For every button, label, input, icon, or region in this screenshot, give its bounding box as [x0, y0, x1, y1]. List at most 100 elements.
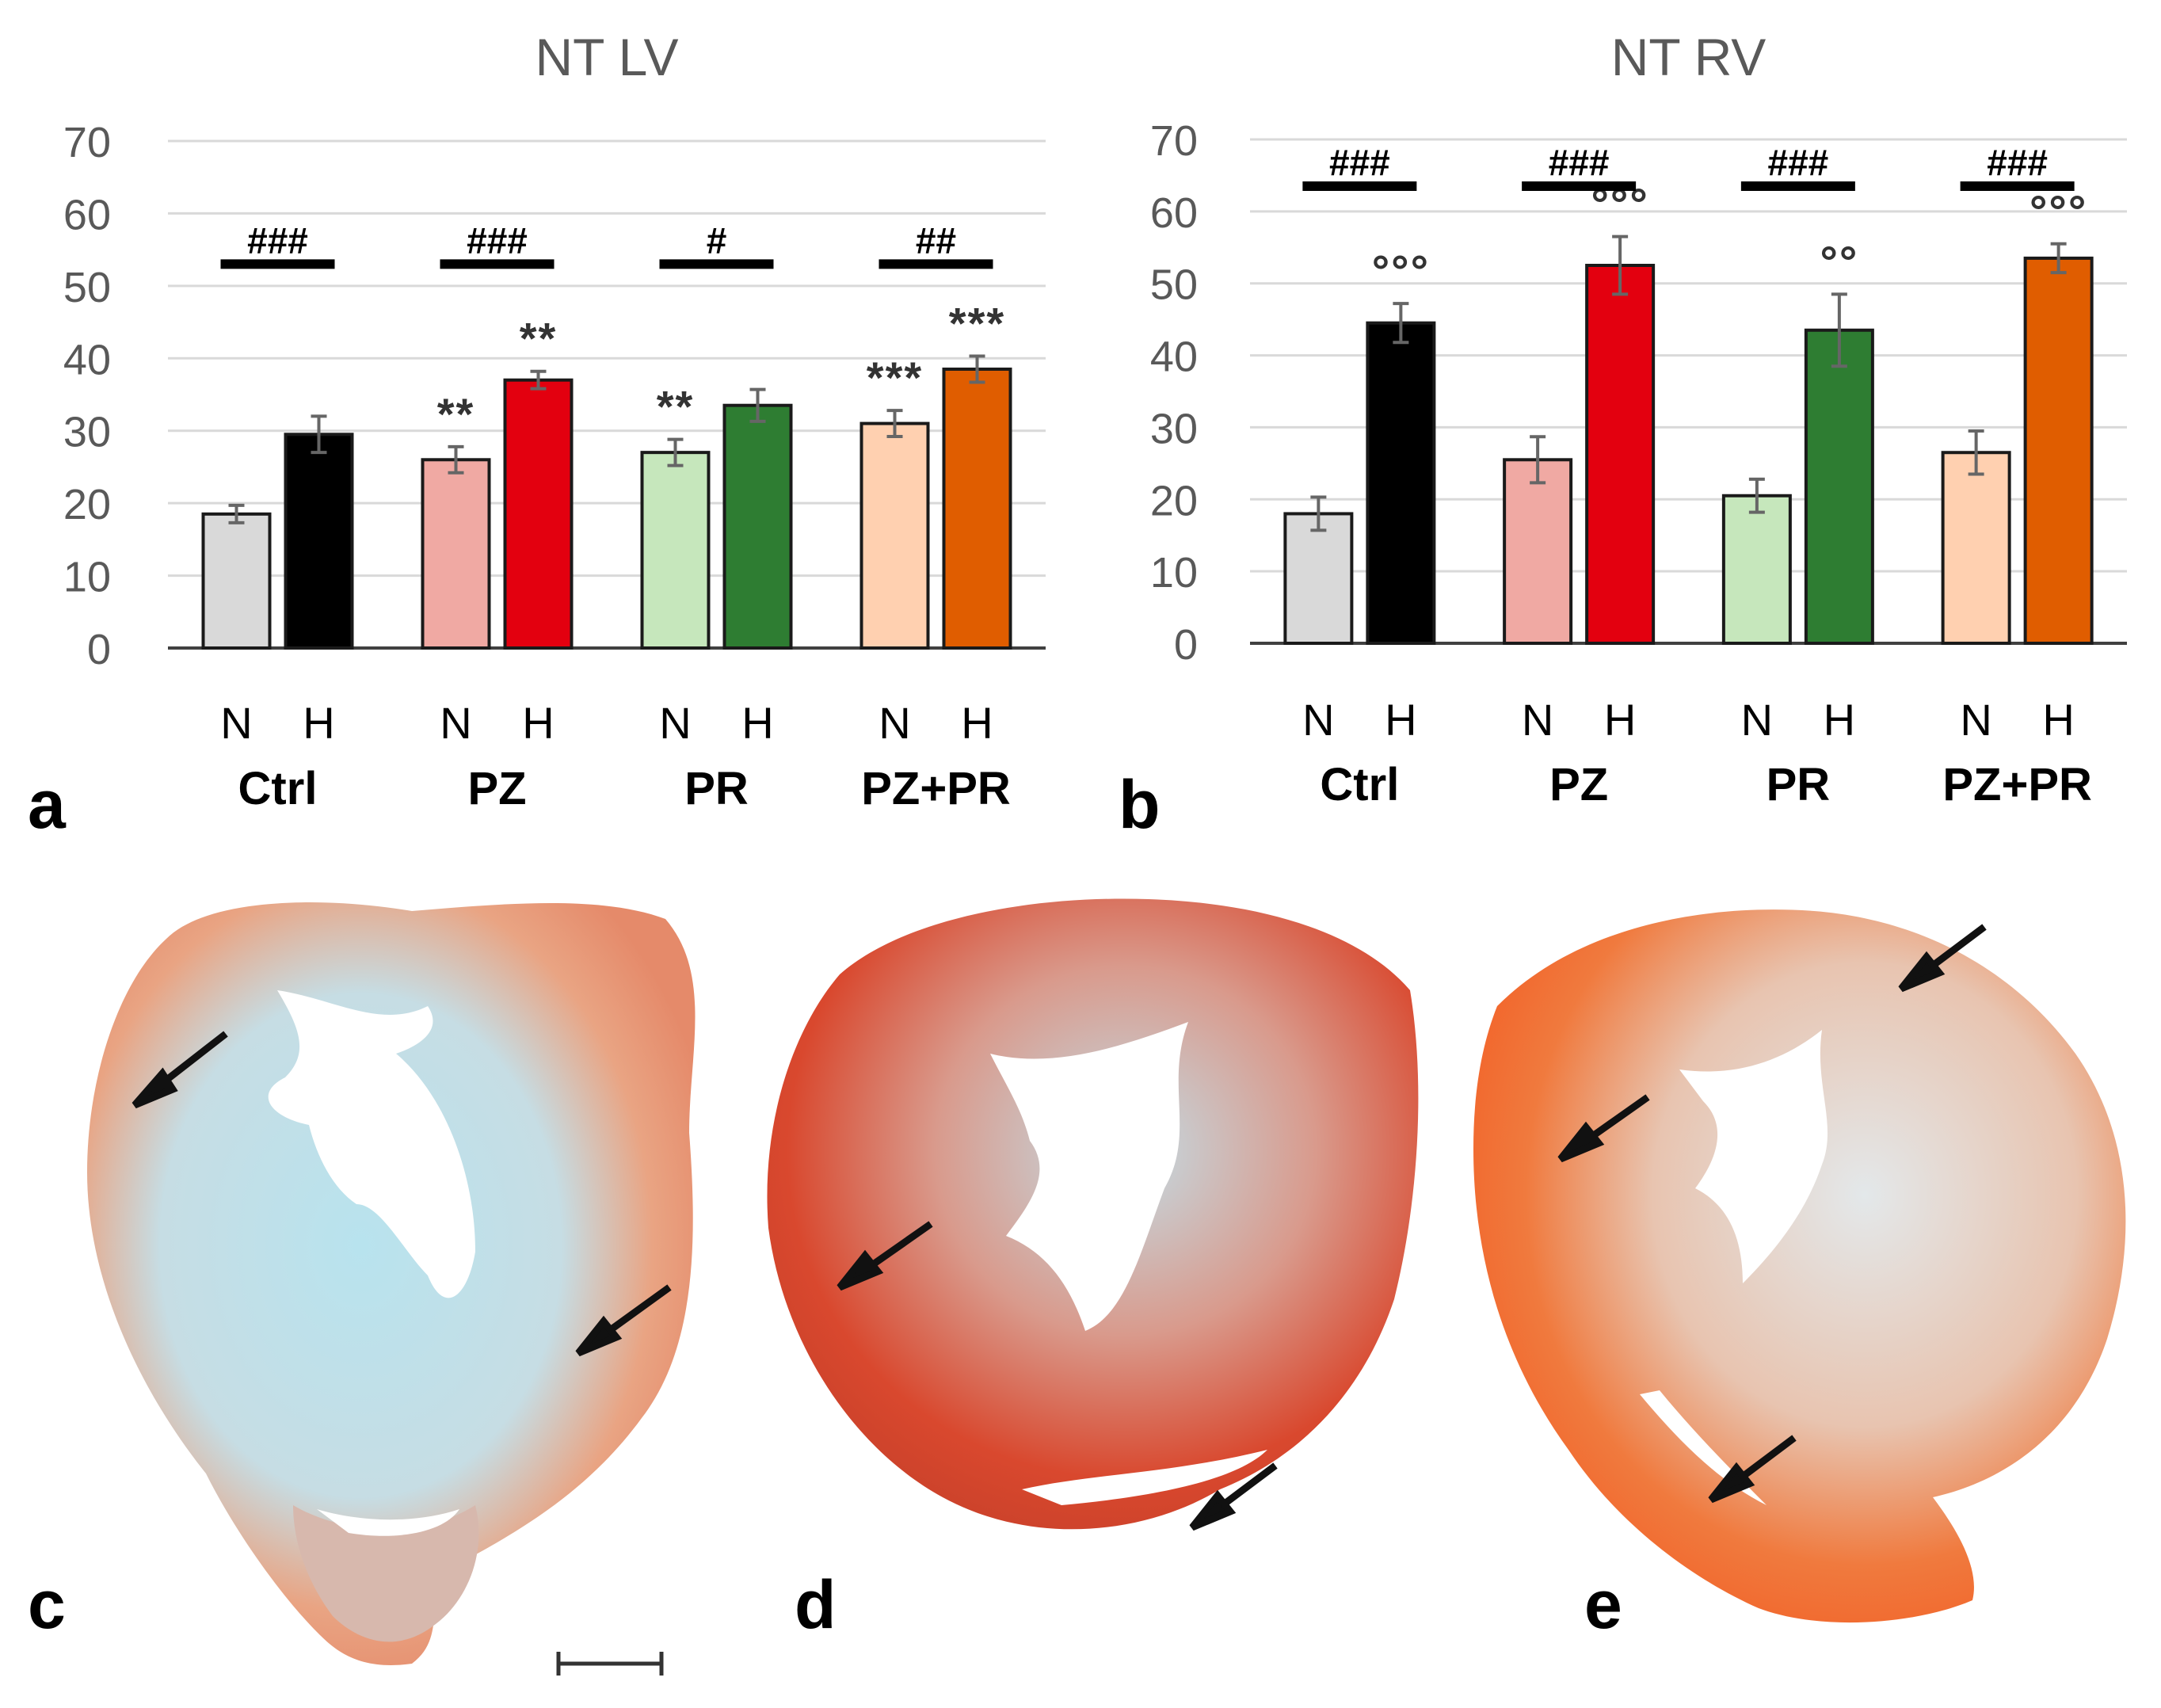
y-tick-label: 50	[1150, 261, 1198, 309]
y-tick-label: 60	[1150, 189, 1198, 237]
bar-letter-label: N	[440, 698, 471, 748]
bar	[421, 458, 491, 650]
bar-letter-label: H	[1604, 695, 1636, 745]
bar	[942, 368, 1012, 650]
y-tick-label: 30	[63, 409, 111, 456]
arrow-c-2	[575, 1284, 672, 1357]
bar-letter-label: H	[2042, 695, 2074, 745]
significance-hash: ###	[247, 219, 308, 261]
bar-letter-label: N	[659, 698, 691, 748]
arrow-e-1	[1898, 924, 1987, 993]
significance-hash: ###	[1768, 142, 1829, 183]
bar-letter-label: N	[879, 698, 910, 748]
y-tick-label: 40	[1150, 334, 1198, 381]
significance-mark: °°°	[1372, 246, 1430, 295]
bar-letter-label: H	[1385, 695, 1416, 745]
bar	[1366, 321, 1436, 645]
tissue-fragment-c	[293, 1505, 479, 1642]
group-label: PZ	[467, 763, 526, 814]
significance-mark: **	[437, 389, 475, 439]
bar-letter-label: N	[1522, 695, 1553, 745]
bar	[1503, 458, 1573, 645]
group-label: PR	[684, 763, 749, 814]
bar	[1721, 494, 1792, 645]
bar-letter-label: H	[1824, 695, 1855, 745]
bar-letter-label: H	[961, 698, 993, 748]
heart-section-d	[767, 898, 1419, 1530]
arrow-c-1	[131, 1031, 228, 1109]
bar	[640, 451, 711, 650]
bar-letter-label: N	[1960, 695, 1991, 745]
bar	[284, 433, 354, 650]
lumen-c	[268, 990, 475, 1298]
bar-letter-label: H	[303, 698, 334, 748]
significance-mark: **	[657, 382, 695, 432]
y-tick-label: 0	[1174, 621, 1198, 669]
chart-b: NT RV 0 10 20 30 40 50 60 70 N H °°° Ctrl ### N H °°° PZ #…	[1150, 28, 2127, 810]
y-tick-label: 50	[63, 264, 111, 311]
group-label: Ctrl	[238, 763, 318, 814]
group-label: PZ+PR	[1942, 759, 2092, 810]
y-tick-label: 20	[1150, 477, 1198, 524]
bar	[1941, 451, 2011, 645]
lumen-d	[990, 1022, 1188, 1331]
y-tick-label: 70	[63, 119, 111, 166]
significance-hash: ##	[916, 219, 956, 261]
y-tick-label: 30	[1150, 405, 1198, 452]
panel-label-d: d	[795, 1567, 837, 1643]
y-tick-label: 40	[63, 336, 111, 383]
y-tick-label: 70	[1150, 117, 1198, 165]
y-tick-label: 10	[1150, 549, 1198, 597]
bar-letter-label: N	[1302, 695, 1334, 745]
bar	[722, 403, 793, 650]
bar	[1804, 328, 1874, 645]
chart-title: NT RV	[1611, 28, 1767, 86]
scale-bar	[556, 1652, 664, 1676]
bar	[2023, 256, 2094, 645]
arrow-d-2	[1189, 1462, 1278, 1531]
group-label: Ctrl	[1320, 759, 1399, 810]
arrows	[131, 924, 1987, 1531]
bar-letter-label: N	[1741, 695, 1773, 745]
bar	[503, 378, 574, 650]
bar	[1283, 512, 1354, 646]
group-label: PR	[1767, 759, 1831, 810]
panel-label-c: c	[28, 1567, 66, 1643]
panel-label-b: b	[1119, 767, 1161, 843]
lumen-e	[1679, 1030, 1828, 1283]
significance-hash: ###	[467, 219, 528, 261]
group-label: PZ+PR	[861, 763, 1011, 814]
bar-letter-label: N	[220, 698, 252, 748]
heart-section-c	[87, 902, 696, 1665]
y-tick-label: 20	[63, 481, 111, 528]
significance-hash: ###	[1329, 142, 1390, 183]
bar-letter-label: H	[741, 698, 773, 748]
arrow-d-1	[837, 1221, 933, 1291]
tissue-c	[87, 902, 696, 1665]
heart-section-e	[1473, 909, 2126, 1623]
arrow-e-2	[1557, 1094, 1650, 1163]
significance-hash: #	[707, 219, 727, 261]
significance-mark: ***	[867, 353, 923, 402]
bar	[201, 512, 272, 650]
significance-hash: ###	[1987, 142, 2048, 183]
group-label: PZ	[1549, 759, 1608, 810]
significance-hash: ###	[1549, 142, 1610, 183]
y-tick-label: 10	[63, 554, 111, 601]
y-tick-label: 60	[63, 191, 111, 238]
bar	[1585, 264, 1656, 645]
chart-title: NT LV	[535, 28, 679, 86]
panel-label-a: a	[28, 767, 67, 843]
bar-letter-label: H	[522, 698, 554, 748]
significance-mark: **	[520, 314, 558, 364]
lumen-slit-c	[317, 1509, 459, 1536]
significance-mark: °°°	[2030, 186, 2087, 236]
tissue-e	[1473, 909, 2126, 1623]
y-tick-label: 0	[87, 626, 111, 673]
arrow-e-3	[1708, 1435, 1797, 1504]
panel-label-e: e	[1584, 1567, 1622, 1643]
lumen-slit-d	[1022, 1450, 1267, 1505]
bar	[859, 421, 930, 650]
